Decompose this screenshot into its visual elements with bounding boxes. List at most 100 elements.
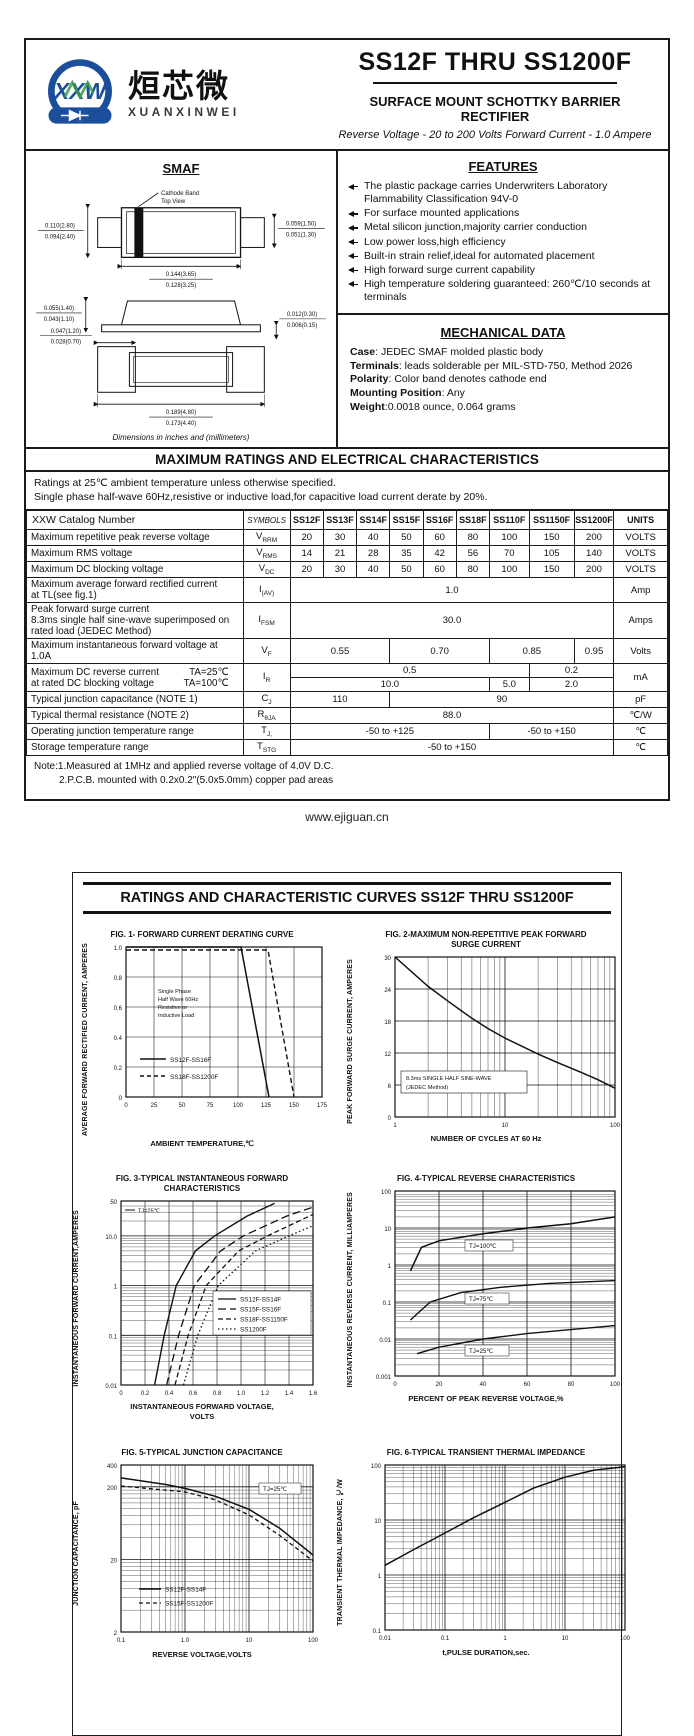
fig1-plot: Single Phase Half Wave 60Hz Resistive or… (114, 946, 328, 1109)
device-column: SS1200F (573, 509, 615, 531)
feature-item: Metal silicon junction,majority carrier … (348, 221, 658, 234)
table-row-ifsm: Peak forward surge current 8.3ms single h… (26, 602, 668, 640)
logo-wave-icon (63, 79, 95, 100)
svg-text:100: 100 (620, 1636, 631, 1642)
svg-text:30: 30 (384, 956, 391, 962)
feature-item: Built-in strain relief,ideal for automat… (348, 250, 658, 263)
fig3-curve-ss1200f (182, 1225, 314, 1386)
fig4-label-25c: TJ=25℃ (469, 1348, 493, 1355)
mech-terminals: Terminals: leads solderable per MIL-STD-… (350, 359, 633, 372)
figure-4: FIG. 4-TYPICAL REVERSE CHARACTERISTICS I… (331, 1174, 641, 1422)
package-caption: Dimensions in inches and (millimeters) (112, 433, 250, 442)
svg-text:SS1200F: SS1200F (240, 1327, 267, 1334)
svg-text:0.2: 0.2 (114, 1066, 123, 1072)
svg-text:400: 400 (107, 1464, 118, 1470)
fig5-note: TJ=25℃ (263, 1486, 287, 1493)
device-column: SS13F (322, 509, 358, 531)
fig3-curve-ss18f-ss1150f (174, 1214, 314, 1386)
svg-text:0: 0 (119, 1096, 123, 1102)
symbol-rthja: RθJA (257, 708, 276, 722)
svg-text:(JEDEC Method): (JEDEC Method) (406, 1085, 448, 1091)
condition-line-2: Single phase half-wave 60Hz,resistive or… (34, 491, 488, 504)
table-row-rthja: Typical thermal resistance (NOTE 2) RθJA… (26, 706, 668, 724)
feature-text: The plastic package carries Underwriters… (364, 180, 608, 206)
note-1: Note:1.Measured at 1MHz and applied reve… (34, 760, 334, 772)
fig1-ylabel: AVERAGE FORWARD RECTIFIED CURRENT, AMPER… (81, 942, 89, 1136)
svg-text:100: 100 (610, 1382, 621, 1388)
symbol-cj: CJ (261, 693, 272, 706)
package-side-view: 0.055(1.40) 0.043(1.10) 0.012(0.30) 0.00… (36, 297, 326, 340)
svg-text:24: 24 (384, 988, 391, 994)
arrow-bullet-icon (348, 239, 359, 245)
svg-text:150: 150 (289, 1103, 300, 1109)
table-row-tstg: Storage temperature range TSTG -50 to +1… (26, 738, 668, 756)
svg-text:0.4: 0.4 (114, 1036, 123, 1042)
svg-text:0.8: 0.8 (213, 1391, 222, 1397)
svg-text:0.1: 0.1 (373, 1629, 382, 1635)
figure-3: FIG. 3-TYPICAL INSTANTANEOUS FORWARD CHAR… (73, 1174, 327, 1422)
dim-body-length-min: 0.128(3.25) (166, 283, 196, 289)
svg-text:Half Wave 60Hz: Half Wave 60Hz (158, 997, 198, 1003)
fig1-curve-dashed (126, 948, 295, 1097)
feature-text: High temperature soldering guaranteed: 2… (364, 277, 651, 303)
svg-text:0.6: 0.6 (189, 1391, 198, 1397)
symbols-header: SYMBOLS (242, 509, 291, 531)
svg-text:0: 0 (388, 1116, 392, 1122)
svg-text:0.1: 0.1 (441, 1636, 450, 1642)
dim-standoff-max: 0.012(0.30) (287, 312, 317, 318)
svg-text:0.1: 0.1 (117, 1638, 126, 1644)
fig2-xlabel: NUMBER OF CYCLES AT 60 Hz (430, 1133, 542, 1143)
svg-text:10: 10 (246, 1638, 253, 1644)
symbol-tstg: TSTG (257, 740, 277, 754)
brand-logo: XXW 烜芯微 XUANXINWEI (38, 53, 338, 137)
device-column: SS12F (289, 509, 324, 531)
svg-text:0.1: 0.1 (109, 1335, 118, 1341)
svg-text:1.4: 1.4 (285, 1391, 294, 1397)
symbol-vf: VF (261, 644, 272, 658)
fig6-plot: 100 10 1 0.1 0.01 0.1 1 10 100 (371, 1464, 631, 1642)
svg-text:12: 12 (384, 1052, 391, 1058)
svg-text:SS18F-SS1150F: SS18F-SS1150F (240, 1317, 288, 1324)
fig5-legend-2: SS15F-SS1200F (165, 1600, 213, 1607)
svg-text:50: 50 (179, 1103, 186, 1109)
mechanical-data-section: MECHANICAL DATA Case: JEDEC SMAF molded … (338, 313, 668, 447)
device-column: SS15F (389, 509, 424, 531)
svg-text:0.1: 0.1 (383, 1301, 392, 1307)
feature-text: For surface mounted applications (364, 207, 520, 220)
svg-text:25: 25 (151, 1103, 158, 1109)
svg-text:100: 100 (381, 1190, 392, 1196)
table-row-ir-25c: Maximum DC reverse current TA=25℃ at rate… (26, 663, 668, 693)
fig3-ylabel: INSTANTANEOUS FORWARD CURRENT,AMPERES (72, 1210, 80, 1387)
symbol-vrrm: VRRM (256, 531, 278, 545)
mech-polarity: Polarity: Color band denotes cathode end (350, 373, 547, 386)
svg-text:20: 20 (436, 1382, 443, 1388)
svg-text:20: 20 (110, 1558, 117, 1564)
dim-tab-width-min: 0.051(1.30) (286, 233, 316, 239)
table-row-tj: Operating junction temperature range TJ,… (26, 722, 668, 740)
table-row-cj: Typical junction capacitance (NOTE 1) CJ… (26, 691, 668, 708)
dim-overall-max: 0.189(4.80) (166, 410, 196, 416)
fig3-note: TJ=25℃ (138, 1209, 161, 1215)
curves-heading: RATINGS AND CHARACTERISTIC CURVES SS12F … (83, 881, 611, 914)
svg-text:1: 1 (114, 1285, 118, 1291)
symbol-vrms: VRMS (256, 547, 277, 561)
dim-body-width-min: 0.094(2.40) (45, 235, 75, 241)
svg-text:1.0: 1.0 (114, 946, 123, 952)
svg-text:0.01: 0.01 (105, 1384, 117, 1390)
brand-name-en: XUANXINWEI (128, 105, 240, 120)
features-heading: FEATURES (468, 159, 538, 174)
dim-body-length-max: 0.144(3.65) (166, 272, 196, 278)
svg-text:1: 1 (393, 1123, 397, 1129)
mech-weight: Weight:0.0018 ounce, 0.064 grams (350, 400, 516, 413)
svg-text:10: 10 (562, 1636, 569, 1642)
dim-terminal-max: 0.047(1.20) (51, 329, 81, 335)
fig6-curve (384, 1465, 626, 1566)
page-title: SS12F THRU SS1200F (358, 48, 632, 76)
fig2-ylabel: PEAK FORWARD SURGE CURRENT, AMPERES (346, 959, 354, 1125)
figure-5: FIG. 5-TYPICAL JUNCTION CAPACITANCE JUNC… (73, 1448, 327, 1660)
svg-text:1: 1 (503, 1636, 507, 1642)
package-column: SMAF Cathode Band Top View (26, 151, 338, 447)
condition-line-1: Ratings at 25℃ ambient temperature unles… (34, 477, 336, 489)
svg-text:1: 1 (378, 1574, 382, 1580)
brand-names: 烜芯微 XUANXINWEI (128, 69, 240, 120)
